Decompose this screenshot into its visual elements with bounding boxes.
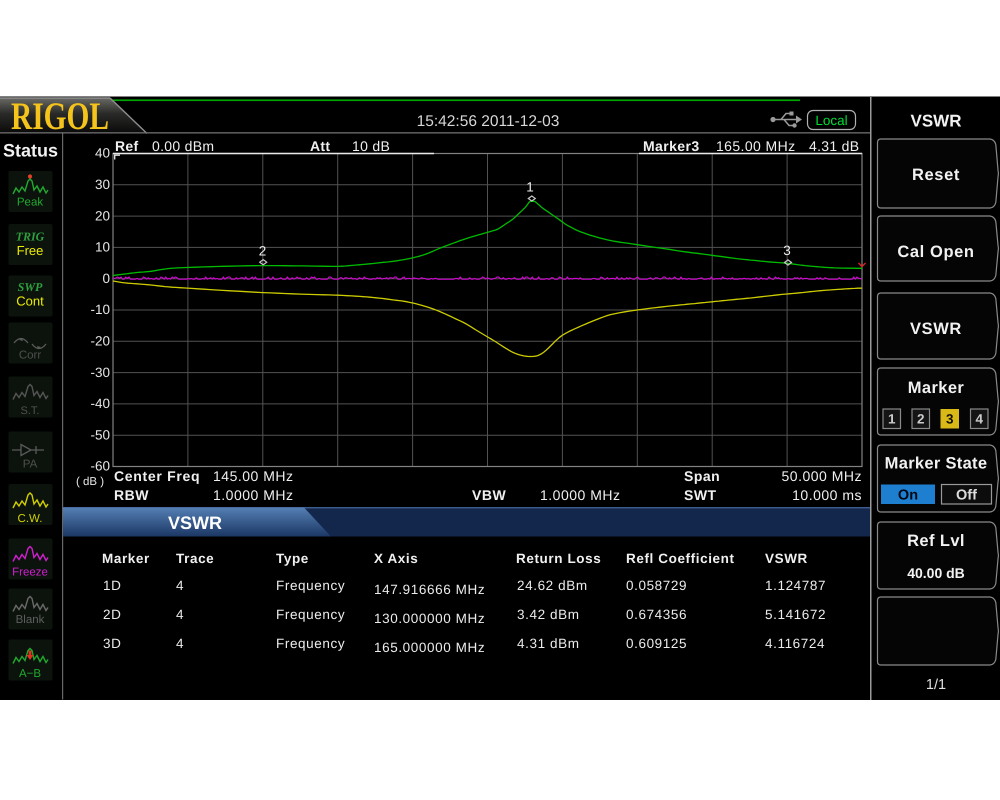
svg-text:PA: PA (23, 459, 38, 471)
svg-text:RIGOL: RIGOL (11, 95, 109, 138)
svg-text:Corr: Corr (19, 350, 42, 362)
svg-text:3.42 dBm: 3.42 dBm (517, 607, 580, 622)
svg-text:147.916666 MHz: 147.916666 MHz (374, 582, 485, 597)
svg-text:Return Loss: Return Loss (516, 551, 601, 566)
svg-text:Status: Status (3, 141, 58, 161)
svg-text:Local: Local (815, 113, 847, 128)
svg-text:50.000 MHz: 50.000 MHz (782, 468, 862, 484)
svg-text:1/1: 1/1 (926, 677, 946, 693)
svg-text:S.T.: S.T. (21, 405, 40, 417)
svg-text:A−B: A−B (19, 668, 41, 680)
svg-text:20: 20 (95, 208, 110, 223)
svg-text:3: 3 (946, 412, 954, 427)
svg-text:4.31 dB: 4.31 dB (809, 138, 859, 154)
svg-text:4: 4 (176, 607, 184, 622)
svg-text:Type: Type (276, 551, 309, 566)
svg-text:165.000000 MHz: 165.000000 MHz (374, 640, 485, 655)
svg-text:130.000000 MHz: 130.000000 MHz (374, 611, 485, 626)
svg-text:5.141672: 5.141672 (765, 607, 826, 622)
svg-text:2D: 2D (103, 607, 121, 622)
svg-text:Marker3: Marker3 (643, 138, 700, 154)
svg-text:10: 10 (95, 240, 110, 255)
svg-text:-50: -50 (90, 427, 110, 442)
svg-text:Blank: Blank (16, 614, 45, 626)
svg-text:30: 30 (95, 177, 110, 192)
svg-text:2: 2 (259, 244, 267, 259)
svg-text:145.00 MHz: 145.00 MHz (213, 468, 293, 484)
svg-text:2: 2 (917, 412, 925, 427)
svg-text:0.00 dBm: 0.00 dBm (152, 138, 214, 154)
svg-text:-30: -30 (90, 365, 110, 380)
svg-text:Reset: Reset (912, 166, 960, 184)
svg-text:On: On (898, 488, 918, 504)
svg-text:1: 1 (888, 412, 896, 427)
svg-text:3: 3 (783, 243, 791, 258)
svg-text:1.0000 MHz: 1.0000 MHz (213, 487, 293, 503)
svg-text:4: 4 (176, 578, 184, 593)
svg-text:Marker State: Marker State (885, 455, 988, 473)
svg-text:Marker: Marker (102, 551, 150, 566)
svg-text:Off: Off (956, 488, 977, 504)
svg-text:RBW: RBW (114, 487, 149, 503)
svg-text:Frequency: Frequency (276, 607, 345, 622)
svg-text:1.0000 MHz: 1.0000 MHz (540, 487, 620, 503)
svg-text:0.609125: 0.609125 (626, 636, 687, 651)
svg-text:1.124787: 1.124787 (765, 578, 826, 593)
svg-text:Refl Coefficient: Refl Coefficient (626, 551, 735, 566)
svg-text:VSWR: VSWR (910, 320, 962, 338)
svg-text:-10: -10 (90, 302, 110, 317)
svg-text:Ref: Ref (115, 138, 138, 154)
svg-text:10.000 ms: 10.000 ms (792, 487, 862, 503)
svg-text:-40: -40 (90, 396, 110, 411)
svg-text:0.674356: 0.674356 (626, 607, 687, 622)
svg-text:4: 4 (975, 412, 983, 427)
svg-text:1D: 1D (103, 578, 121, 593)
svg-text:VBW: VBW (472, 487, 506, 503)
svg-text:Frequency: Frequency (276, 578, 345, 593)
svg-text:40: 40 (95, 146, 110, 161)
svg-text:Att: Att (310, 138, 330, 154)
svg-text:1: 1 (526, 180, 534, 195)
svg-text:Trace: Trace (176, 551, 214, 566)
svg-text:0: 0 (102, 271, 110, 286)
svg-text:Span: Span (684, 468, 720, 484)
svg-text:SWT: SWT (684, 487, 717, 503)
svg-text:15:42:56 2011-12-03: 15:42:56 2011-12-03 (417, 113, 560, 130)
svg-text:VSWR: VSWR (168, 513, 222, 533)
svg-text:Cont: Cont (16, 294, 44, 309)
svg-text:VSWR: VSWR (765, 551, 808, 566)
svg-text:10 dB: 10 dB (352, 138, 390, 154)
svg-text:Freeze: Freeze (12, 567, 48, 579)
svg-text:165.00 MHz: 165.00 MHz (716, 138, 795, 154)
svg-text:40.00 dB: 40.00 dB (907, 565, 965, 581)
svg-text:Cal Open: Cal Open (897, 243, 974, 261)
svg-text:-20: -20 (90, 334, 110, 349)
svg-text:4.31 dBm: 4.31 dBm (517, 636, 580, 651)
svg-text:SWP: SWP (18, 280, 43, 294)
svg-text:( dB ): ( dB ) (76, 476, 104, 488)
svg-text:TRIG: TRIG (16, 230, 45, 244)
svg-text:0.058729: 0.058729 (626, 578, 687, 593)
svg-text:Ref Lvl: Ref Lvl (907, 532, 965, 550)
svg-text:Marker: Marker (908, 379, 965, 397)
svg-text:C.W.: C.W. (18, 513, 43, 525)
svg-text:VSWR: VSWR (911, 112, 962, 131)
svg-text:X Axis: X Axis (374, 551, 418, 566)
svg-text:Free: Free (17, 243, 44, 258)
svg-text:24.62 dBm: 24.62 dBm (517, 578, 588, 593)
svg-text:Peak: Peak (17, 197, 43, 209)
svg-text:4: 4 (176, 636, 184, 651)
svg-text:-60: -60 (90, 459, 110, 474)
svg-text:Center Freq: Center Freq (114, 468, 200, 484)
svg-text:4.116724: 4.116724 (765, 636, 825, 651)
svg-text:Frequency: Frequency (276, 636, 345, 651)
svg-text:3D: 3D (103, 636, 121, 651)
